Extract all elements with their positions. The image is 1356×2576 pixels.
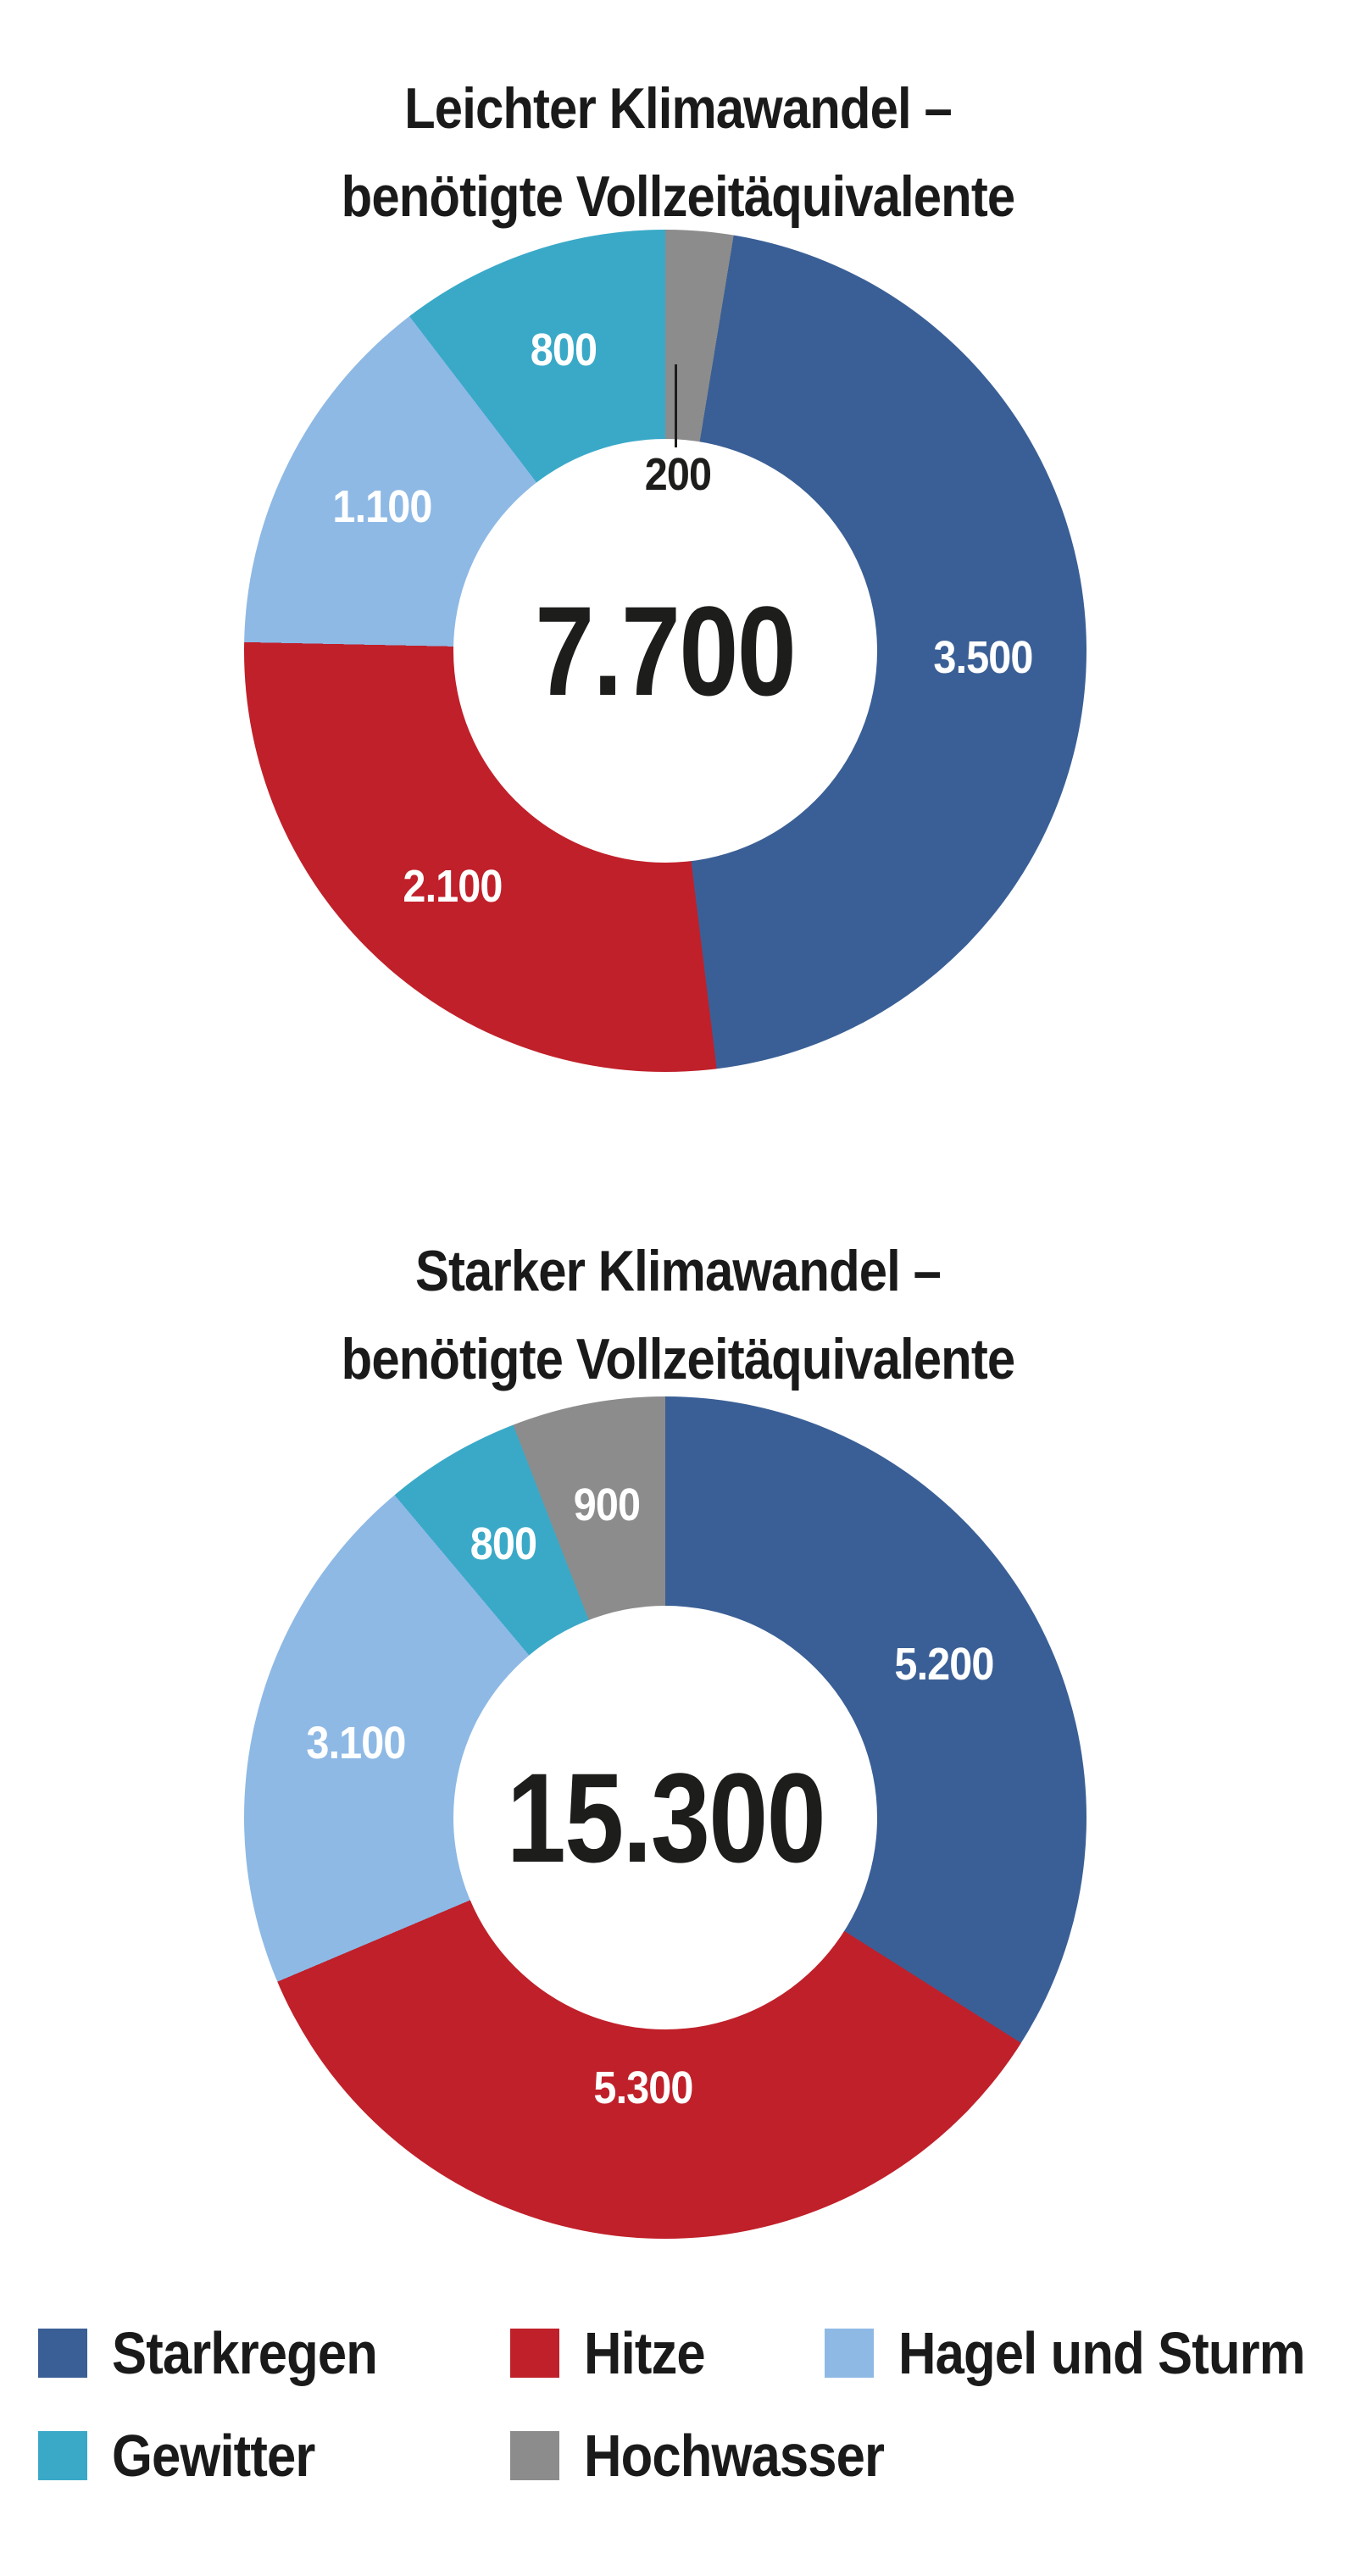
slice-label-hitze: 5.300 <box>593 2062 693 2113</box>
legend-item-hagel-und-sturm: Hagel und Sturm <box>825 2320 1356 2386</box>
slice-label-starkregen: 3.500 <box>933 631 1033 683</box>
chart1-title-line2: benötigte Vollzeitäquivalente <box>341 164 1016 229</box>
slice-label-hochwasser: 200 <box>644 449 712 500</box>
slice-label-hagel-und-sturm: 3.100 <box>306 1718 407 1769</box>
legend-swatch-hitze <box>510 2329 559 2378</box>
chart2-title: Starker Klimawandel – benötigte Vollzeit… <box>0 1227 1356 1403</box>
legend-label-hitze: Hitze <box>584 2320 706 2386</box>
legend-item-hochwasser: Hochwasser <box>510 2423 925 2489</box>
slice-label-hagel-und-sturm: 1.100 <box>331 481 432 533</box>
slice-label-hochwasser: 900 <box>573 1480 641 1531</box>
chart1-title: Leichter Klimawandel – benötigte Vollzei… <box>0 64 1356 241</box>
legend-swatch-hagel-und-sturm <box>825 2329 874 2378</box>
slice-label-hitze: 2.100 <box>403 861 503 913</box>
slice-label-gewitter: 800 <box>530 324 597 375</box>
legend-label-gewitter: Gewitter <box>112 2423 315 2489</box>
chart2-total: 15.300 <box>506 1746 825 1889</box>
legend-swatch-gewitter <box>38 2431 87 2480</box>
chart1-title-line1: Leichter Klimawandel – <box>404 76 953 141</box>
chart2-title-line2: benötigte Vollzeitäquivalente <box>341 1327 1016 1391</box>
legend-label-starkregen: Starkregen <box>112 2320 378 2386</box>
legend-swatch-starkregen <box>38 2329 87 2378</box>
legend-item-hitze: Hitze <box>510 2320 721 2386</box>
legend-swatch-hochwasser <box>510 2431 559 2480</box>
donut-hole-chart2: 15.300 <box>453 1606 877 2029</box>
callout-line-hochwasser <box>675 364 677 447</box>
slice-label-starkregen: 5.200 <box>893 1639 994 1690</box>
legend-item-starkregen: Starkregen <box>38 2320 414 2386</box>
legend-item-gewitter: Gewitter <box>38 2423 342 2489</box>
slice-label-gewitter: 800 <box>470 1518 537 1570</box>
chart2-title-line1: Starker Klimawandel – <box>414 1239 942 1303</box>
legend-label-hagel-und-sturm: Hagel und Sturm <box>898 2320 1306 2386</box>
chart1-total: 7.700 <box>535 579 797 722</box>
donut-hole-chart1: 7.700 <box>453 439 877 863</box>
legend-label-hochwasser: Hochwasser <box>584 2423 885 2489</box>
